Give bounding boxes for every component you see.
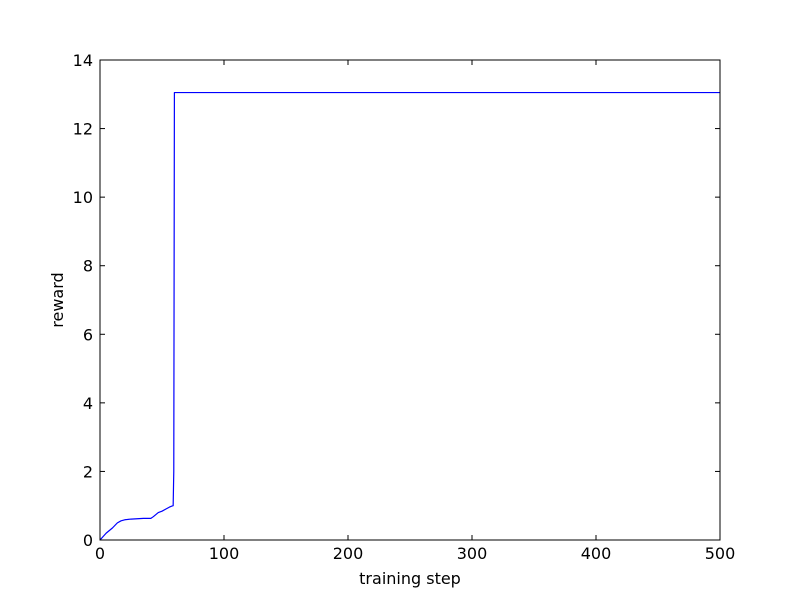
y-axis-label: reward (48, 272, 67, 327)
x-tick-label: 0 (95, 544, 105, 563)
series-line (99, 91, 720, 541)
x-tick-label: 300 (457, 544, 488, 563)
x-tick-label: 100 (209, 544, 240, 563)
y-tick-label: 0 (83, 531, 93, 550)
x-tick-label: 400 (581, 544, 612, 563)
y-tick-label: 8 (83, 257, 93, 276)
x-axis-label: training step (359, 569, 461, 588)
y-tick-label: 4 (83, 394, 93, 413)
x-tick-label: 200 (333, 544, 364, 563)
y-tick-label: 2 (83, 462, 93, 481)
plot-frame (99, 59, 721, 541)
y-tick-label: 14 (73, 51, 93, 70)
y-tick-label: 12 (73, 120, 93, 139)
y-tick-label: 10 (73, 188, 93, 207)
ticks-layer: 0 100 200 300 400 500 0 2 4 6 8 10 12 14 (73, 51, 736, 563)
x-tick-label: 500 (705, 544, 736, 563)
series-layer (99, 91, 720, 541)
y-tick-label: 6 (83, 325, 93, 344)
